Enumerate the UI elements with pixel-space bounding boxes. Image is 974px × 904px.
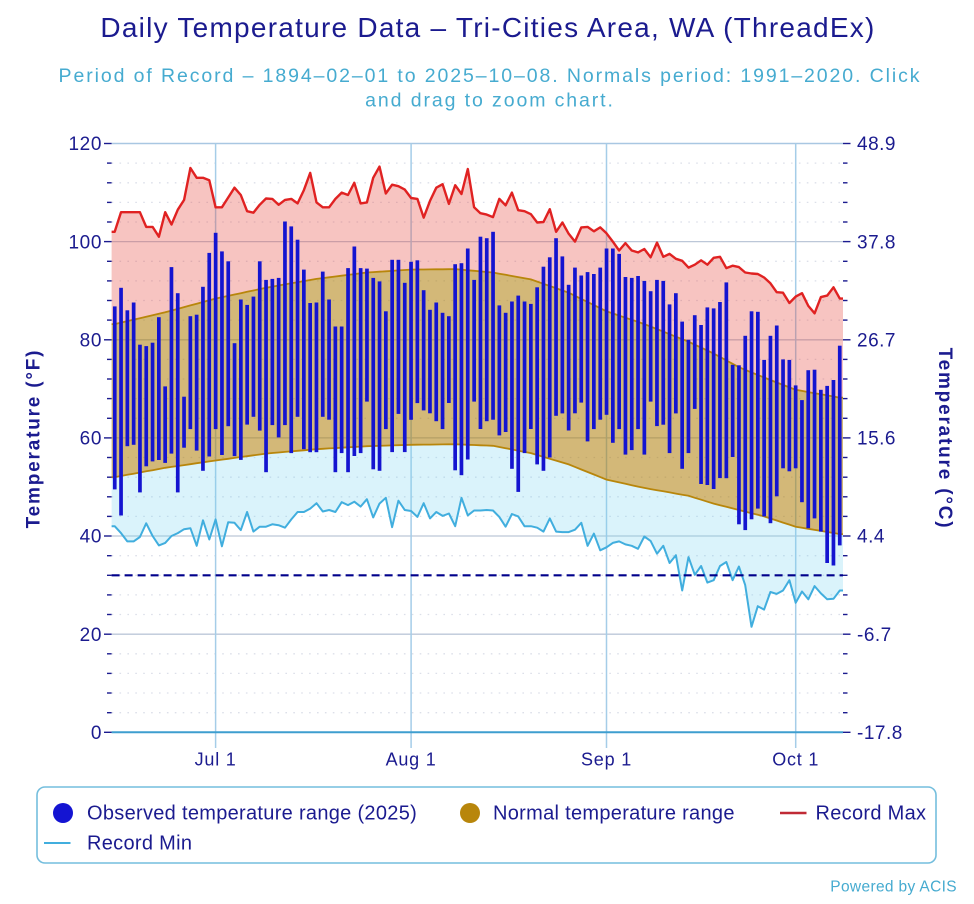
svg-text:37.8: 37.8 <box>857 232 896 253</box>
svg-text:120: 120 <box>68 134 102 155</box>
svg-text:Daily Temperature Data – Tri-C: Daily Temperature Data – Tri-Cities Area… <box>100 12 875 43</box>
svg-text:26.7: 26.7 <box>857 331 896 352</box>
svg-text:4.4: 4.4 <box>857 527 885 548</box>
svg-text:Aug 1: Aug 1 <box>386 750 437 770</box>
svg-text:and drag to zoom chart.: and drag to zoom chart. <box>365 90 615 112</box>
svg-text:-17.8: -17.8 <box>857 723 903 744</box>
svg-text:Powered by ACIS: Powered by ACIS <box>830 878 957 895</box>
svg-text:Temperature (°C): Temperature (°C) <box>934 348 955 530</box>
svg-text:Sep 1: Sep 1 <box>581 750 632 770</box>
svg-text:48.9: 48.9 <box>857 134 896 155</box>
svg-text:Record Min: Record Min <box>87 833 192 855</box>
svg-text:60: 60 <box>80 429 102 450</box>
svg-text:Period of Record – 1894–02–01: Period of Record – 1894–02–01 to 2025–10… <box>59 65 922 87</box>
svg-text:Record Max: Record Max <box>816 803 927 825</box>
svg-text:15.6: 15.6 <box>857 429 896 450</box>
svg-text:Temperature (°F): Temperature (°F) <box>24 349 45 529</box>
svg-text:-6.7: -6.7 <box>857 625 892 646</box>
svg-text:0: 0 <box>91 723 102 744</box>
svg-text:20: 20 <box>80 625 102 646</box>
svg-text:Oct 1: Oct 1 <box>772 750 819 770</box>
svg-text:Jul 1: Jul 1 <box>195 750 237 770</box>
svg-text:Normal temperature range: Normal temperature range <box>493 803 735 825</box>
svg-text:Observed temperature range (20: Observed temperature range (2025) <box>87 803 417 825</box>
svg-text:80: 80 <box>80 331 102 352</box>
svg-text:40: 40 <box>80 527 102 548</box>
svg-text:100: 100 <box>68 232 102 253</box>
